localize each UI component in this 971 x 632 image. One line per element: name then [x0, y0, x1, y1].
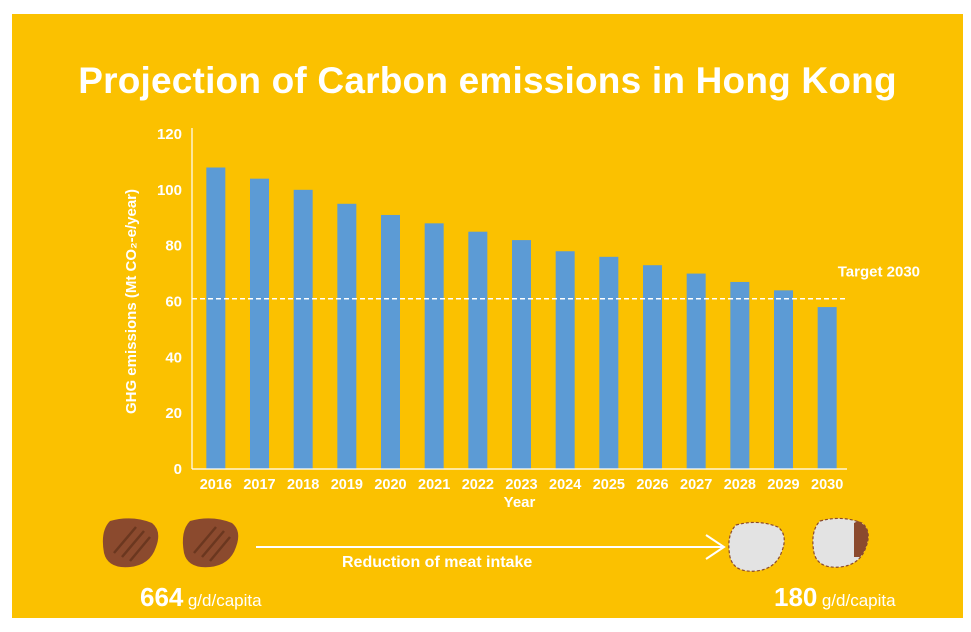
y-axis: 0 20 40 60 80 100 120 GHG emissions (Mt CO₂-e/y…: [123, 126, 193, 478]
bars: [206, 167, 837, 470]
end-value: 180 g/d/capita: [774, 582, 896, 613]
bar: [643, 265, 662, 469]
bar-chart: 0 20 40 60 80 100 120 GHG emissions (Mt CO₂-e/y…: [123, 126, 920, 511]
chart-canvas: Projection of Carbon emissions in Hong K…: [12, 14, 963, 618]
x-tick-label: 2016: [200, 477, 232, 493]
bar: [817, 307, 837, 469]
x-tick-label: 2023: [505, 477, 537, 493]
target-label: Target 2030: [838, 264, 920, 281]
x-tick-label: 2019: [331, 477, 363, 493]
bar: [250, 178, 269, 469]
x-tick-label: 2020: [374, 477, 406, 493]
end-unit: g/d/capita: [821, 591, 896, 610]
start-unit: g/d/capita: [187, 591, 262, 610]
y-axis-title: GHG emissions (Mt CO₂-e/year): [123, 189, 140, 414]
bar: [512, 240, 531, 469]
y-tick-label: 40: [165, 349, 182, 366]
x-tick-label: 2022: [462, 477, 494, 493]
x-tick-label: 2030: [811, 477, 843, 493]
chart-title: Projection of Carbon emissions in Hong K…: [78, 60, 897, 101]
y-tick-label: 20: [165, 405, 182, 422]
y-tick-label: 120: [157, 126, 182, 143]
x-axis-title: Year: [504, 494, 536, 511]
x-axis: 2016 2017 2018 2019 2020 2021 2022 2023 2024 2025…: [192, 468, 847, 511]
meat-icons: [102, 517, 869, 572]
empty-plate-icon: [728, 521, 785, 572]
x-tick-label: 2026: [636, 477, 668, 493]
y-tick-label: 80: [165, 238, 182, 255]
mostly-empty-plate-icon: [812, 517, 869, 568]
bar: [337, 203, 357, 469]
x-tick-label: 2027: [680, 477, 712, 493]
bar: [555, 251, 575, 469]
arrow-icon: [256, 534, 726, 560]
target-line-group: Target 2030: [192, 264, 920, 300]
start-value: 664 g/d/capita: [140, 582, 262, 613]
bar: [774, 290, 793, 469]
bar: [468, 231, 488, 469]
bar: [599, 256, 619, 469]
bar: [686, 273, 706, 469]
x-tick-label: 2025: [593, 477, 625, 493]
start-number: 664: [140, 582, 184, 612]
bar: [293, 189, 313, 470]
y-tick-label: 0: [174, 461, 182, 478]
x-tick-label: 2018: [287, 477, 319, 493]
x-tick-label: 2029: [767, 477, 799, 493]
bar: [206, 167, 226, 469]
x-tick-label: 2028: [724, 477, 756, 493]
reduction-label: Reduction of meat intake: [342, 554, 533, 571]
steak-icon: [182, 518, 239, 568]
x-tick-label: 2021: [418, 477, 450, 493]
bar: [424, 223, 444, 469]
y-tick-label: 100: [157, 182, 182, 199]
bar: [730, 281, 750, 469]
x-tick-label: 2024: [549, 477, 581, 493]
x-tick-label: 2017: [243, 477, 275, 493]
steak-icon: [102, 518, 159, 568]
bar: [381, 214, 400, 469]
y-tick-label: 60: [165, 294, 182, 311]
end-number: 180: [774, 582, 818, 612]
